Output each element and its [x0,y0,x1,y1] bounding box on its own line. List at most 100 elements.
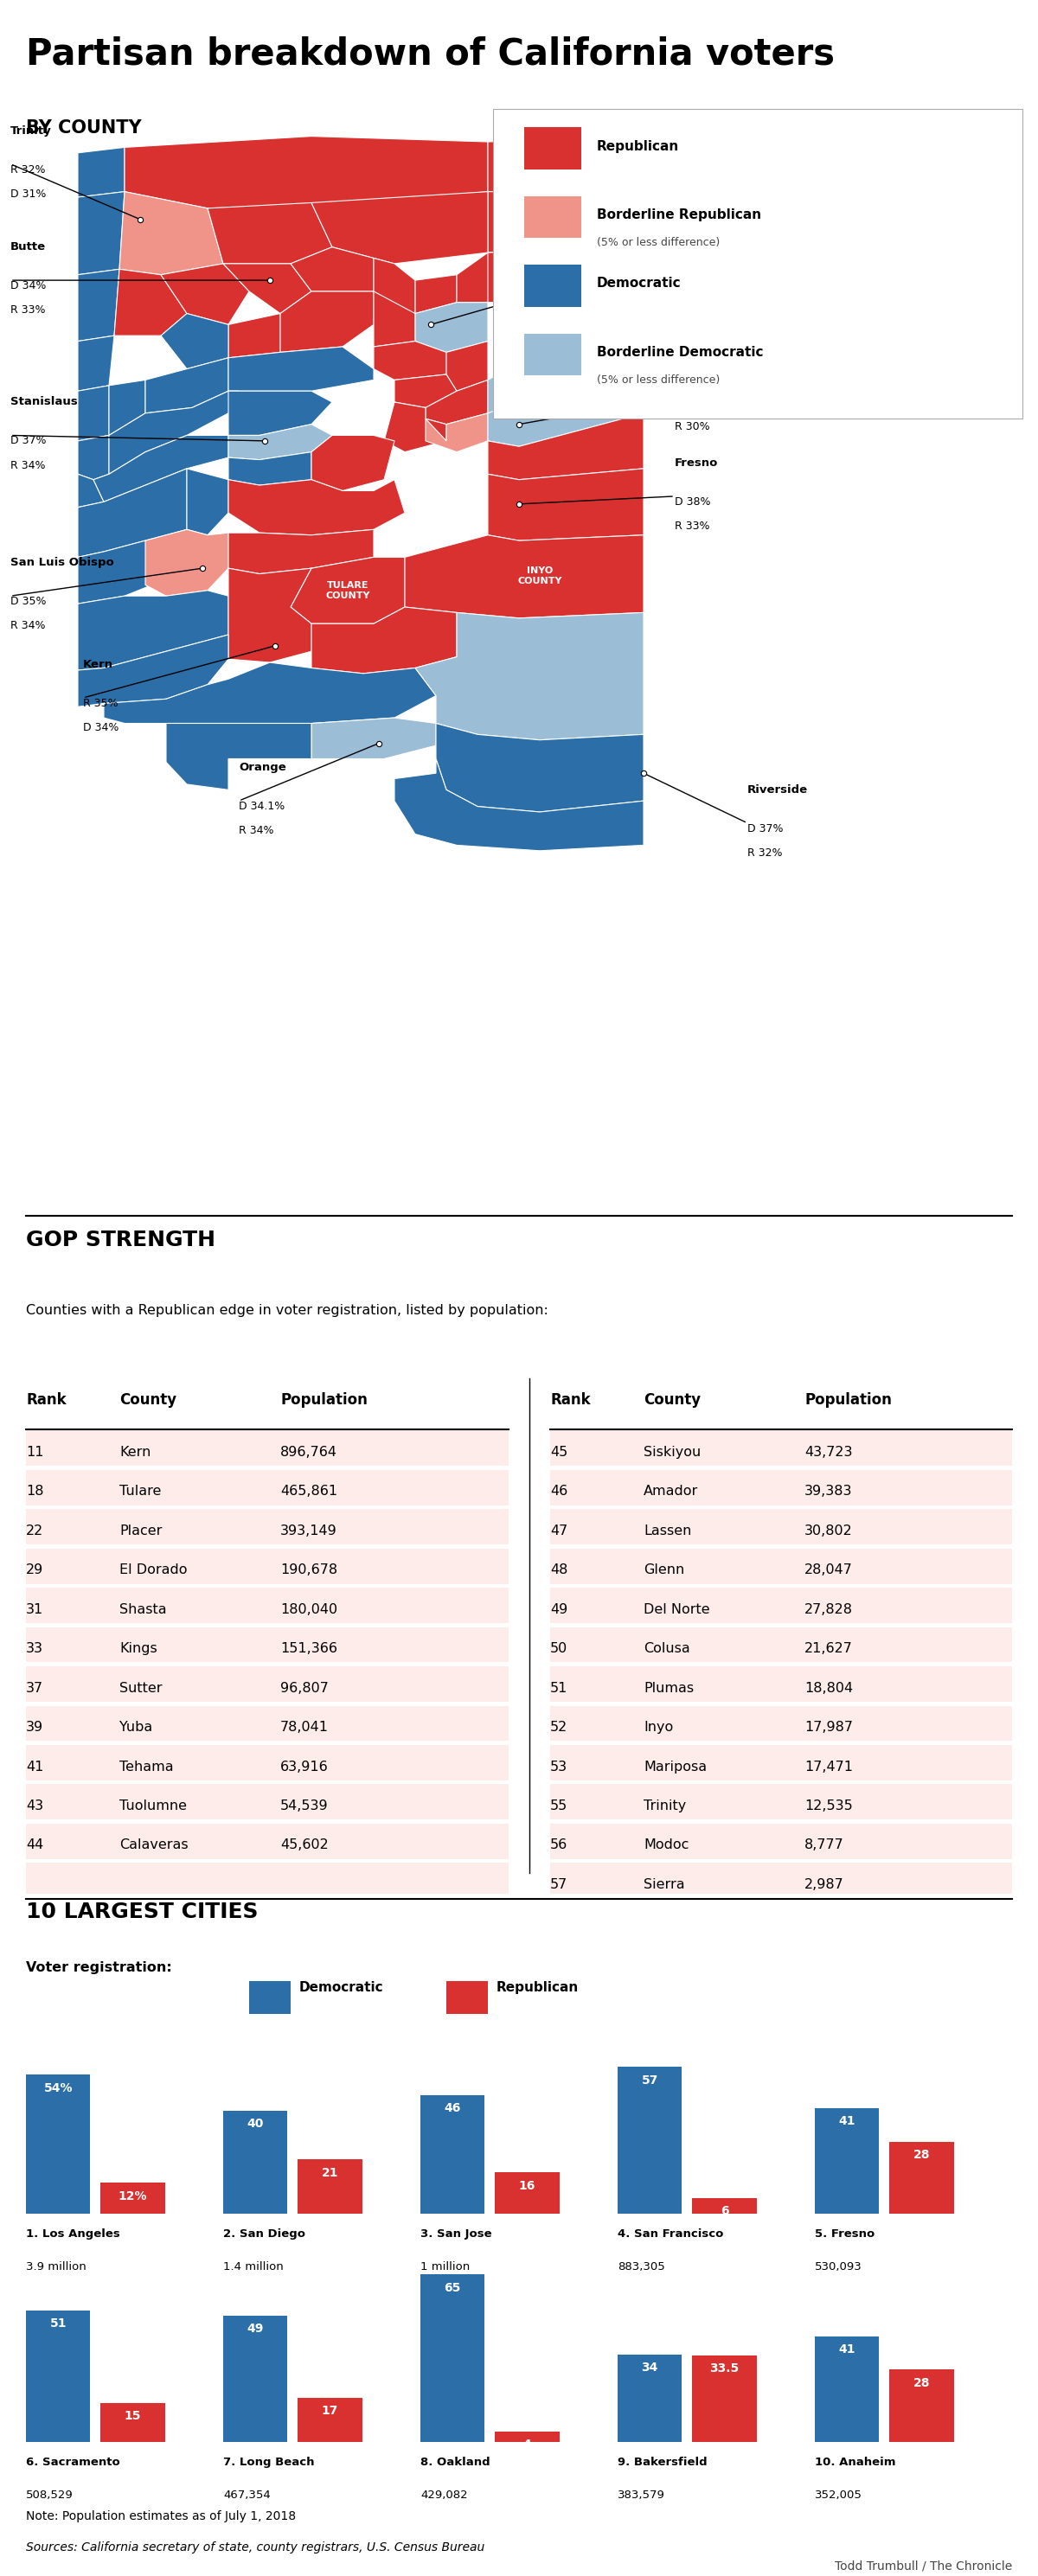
Polygon shape [109,381,145,435]
FancyBboxPatch shape [550,1471,1012,1504]
Text: Kern: Kern [83,659,113,670]
Text: D 31%: D 31% [10,188,46,198]
Text: 16: 16 [519,2179,536,2192]
Text: D 34%: D 34% [83,721,118,734]
Polygon shape [145,358,228,412]
FancyBboxPatch shape [249,1981,291,2014]
Text: County: County [119,1391,176,1406]
Polygon shape [78,590,228,670]
Text: Colusa: Colusa [644,1643,690,1656]
Text: 54,539: 54,539 [280,1801,328,1814]
FancyBboxPatch shape [223,2316,288,2442]
Polygon shape [291,556,405,623]
Polygon shape [488,412,644,479]
Text: 508,529: 508,529 [26,2491,74,2501]
Text: Nevada: Nevada [644,224,692,237]
Text: Orange: Orange [239,762,286,773]
Text: 180,040: 180,040 [280,1602,337,1615]
Text: 50: 50 [550,1643,568,1656]
FancyBboxPatch shape [420,2094,485,2213]
Polygon shape [161,263,249,325]
Text: 39: 39 [26,1721,44,1734]
Text: Rank: Rank [550,1391,591,1406]
Polygon shape [166,724,311,791]
Text: Democratic: Democratic [299,1981,383,1994]
Text: 53: 53 [550,1759,568,1772]
Text: Inyo: Inyo [644,1721,674,1734]
Text: 45,602: 45,602 [280,1839,328,1852]
Polygon shape [78,386,109,440]
FancyBboxPatch shape [524,265,581,307]
FancyBboxPatch shape [298,2398,362,2442]
Polygon shape [488,191,644,252]
Text: (5% or less difference): (5% or less difference) [597,237,720,247]
Polygon shape [405,536,644,618]
Text: D 34.1%: D 34.1% [239,801,284,811]
Text: Yuba: Yuba [119,1721,153,1734]
Text: R 30%: R 30% [675,420,710,433]
FancyBboxPatch shape [550,1744,1012,1780]
Text: 37: 37 [26,1682,44,1695]
Text: Borderline Republican: Borderline Republican [597,209,761,222]
Text: Trinity: Trinity [644,1801,686,1814]
Text: R 32%: R 32% [747,848,783,858]
Polygon shape [104,662,436,724]
Polygon shape [488,139,644,191]
FancyBboxPatch shape [446,1981,488,2014]
Polygon shape [374,340,446,381]
Text: 78,041: 78,041 [280,1721,329,1734]
Text: 56: 56 [550,1839,568,1852]
Text: 12%: 12% [118,2190,147,2202]
FancyBboxPatch shape [524,332,581,376]
Polygon shape [78,634,228,706]
Text: 883,305: 883,305 [618,2262,665,2272]
FancyBboxPatch shape [550,1705,1012,1741]
Text: 29: 29 [26,1564,44,1577]
Text: Counties with a Republican edge in voter registration, listed by population:: Counties with a Republican edge in voter… [26,1303,548,1316]
Text: 1. Los Angeles: 1. Los Angeles [26,2228,120,2241]
Text: Plumas: Plumas [644,1682,693,1695]
Text: D 37%: D 37% [747,824,784,835]
Text: 3. San Jose: 3. San Jose [420,2228,492,2241]
FancyBboxPatch shape [101,2403,165,2442]
Text: 5. Fresno: 5. Fresno [815,2228,875,2241]
FancyBboxPatch shape [618,2066,682,2213]
FancyBboxPatch shape [26,1430,509,1466]
Text: 45: 45 [550,1445,568,1458]
Text: R 33%: R 33% [10,304,46,317]
Text: 22: 22 [26,1525,44,1538]
FancyBboxPatch shape [26,1471,509,1504]
Text: D 35%: D 35% [10,595,47,608]
Text: Population: Population [280,1391,367,1406]
Polygon shape [145,531,228,595]
Text: 8,777: 8,777 [804,1839,844,1852]
Text: 17,471: 17,471 [804,1759,853,1772]
FancyBboxPatch shape [890,2141,954,2213]
Text: Sources: California secretary of state, county registrars, U.S. Census Bureau: Sources: California secretary of state, … [26,2540,485,2553]
Text: Sierra: Sierra [644,1878,685,1891]
Polygon shape [384,402,446,451]
FancyBboxPatch shape [26,1667,509,1703]
Text: 57: 57 [550,1878,568,1891]
Text: Republican: Republican [496,1981,578,1994]
Text: Shasta: Shasta [119,1602,167,1615]
Text: 4. San Francisco: 4. San Francisco [618,2228,723,2241]
Polygon shape [161,314,228,368]
Text: Democratic: Democratic [597,278,681,291]
Text: R 34%: R 34% [10,621,46,631]
Text: 52: 52 [550,1721,568,1734]
FancyBboxPatch shape [550,1587,1012,1623]
Text: 63,916: 63,916 [280,1759,328,1772]
Text: 57: 57 [641,2074,658,2087]
FancyBboxPatch shape [495,2432,559,2442]
Text: 18,804: 18,804 [804,1682,853,1695]
FancyBboxPatch shape [550,1628,1012,1662]
Text: Lassen: Lassen [644,1525,691,1538]
Text: Mariposa: Mariposa [644,1759,707,1772]
Text: 41: 41 [839,2344,855,2354]
Text: 28: 28 [913,2378,930,2388]
FancyBboxPatch shape [815,2107,879,2213]
FancyBboxPatch shape [26,2311,90,2442]
Polygon shape [78,191,125,276]
FancyBboxPatch shape [890,2370,954,2442]
